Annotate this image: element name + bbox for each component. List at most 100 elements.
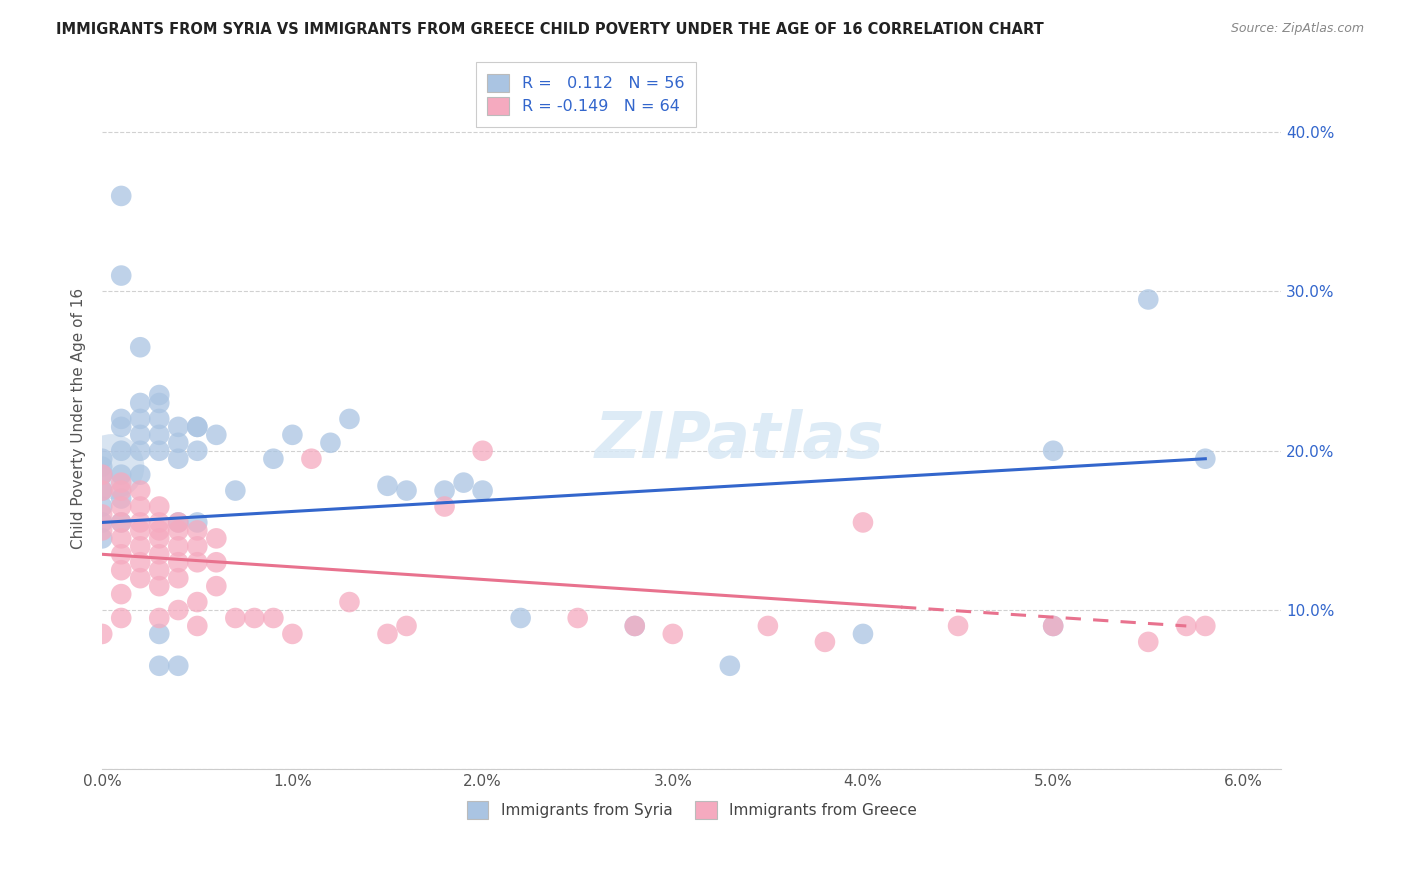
Point [129, 571, 152, 585]
Point [1042, 443, 1064, 458]
Point [852, 627, 875, 641]
Point [224, 483, 246, 498]
Point [377, 479, 399, 493]
Point [186, 524, 208, 538]
Point [91, 451, 114, 466]
Point [395, 619, 418, 633]
Point [946, 619, 969, 633]
Point [167, 420, 190, 434]
Point [167, 516, 190, 530]
Point [91, 627, 114, 641]
Point [567, 611, 589, 625]
Text: IMMIGRANTS FROM SYRIA VS IMMIGRANTS FROM GREECE CHILD POVERTY UNDER THE AGE OF 1: IMMIGRANTS FROM SYRIA VS IMMIGRANTS FROM… [56, 22, 1045, 37]
Point [339, 412, 361, 426]
Y-axis label: Child Poverty Under the Age of 16: Child Poverty Under the Age of 16 [72, 288, 86, 549]
Text: Source: ZipAtlas.com: Source: ZipAtlas.com [1230, 22, 1364, 36]
Point [91, 500, 114, 514]
Point [91, 516, 114, 530]
Point [205, 555, 228, 569]
Point [148, 516, 170, 530]
Point [100, 459, 122, 474]
Point [339, 595, 361, 609]
Point [148, 611, 170, 625]
Point [852, 516, 875, 530]
Point [186, 539, 208, 553]
Point [129, 443, 152, 458]
Point [148, 658, 170, 673]
Point [110, 532, 132, 546]
Point [1194, 451, 1216, 466]
Point [471, 443, 494, 458]
Point [148, 547, 170, 561]
Point [110, 412, 132, 426]
Point [110, 268, 132, 283]
Point [395, 483, 418, 498]
Point [110, 587, 132, 601]
Point [129, 516, 152, 530]
Text: ZIPatlas: ZIPatlas [595, 409, 884, 471]
Point [148, 579, 170, 593]
Point [186, 595, 208, 609]
Point [1194, 619, 1216, 633]
Point [167, 603, 190, 617]
Point [205, 579, 228, 593]
Point [167, 571, 190, 585]
Point [129, 539, 152, 553]
Point [110, 491, 132, 506]
Point [110, 547, 132, 561]
Point [129, 500, 152, 514]
Point [91, 532, 114, 546]
Point [224, 611, 246, 625]
Point [110, 467, 132, 482]
Point [148, 500, 170, 514]
Point [433, 500, 456, 514]
Point [281, 427, 304, 442]
Point [1137, 635, 1160, 649]
Point [186, 420, 208, 434]
Point [129, 412, 152, 426]
Point [167, 539, 190, 553]
Point [129, 396, 152, 410]
Point [471, 483, 494, 498]
Point [110, 189, 132, 203]
Point [148, 388, 170, 402]
Point [148, 532, 170, 546]
Legend: Immigrants from Syria, Immigrants from Greece: Immigrants from Syria, Immigrants from G… [461, 795, 922, 825]
Point [662, 627, 685, 641]
Point [167, 524, 190, 538]
Point [110, 475, 132, 490]
Point [509, 611, 531, 625]
Point [623, 619, 645, 633]
Point [129, 467, 152, 482]
Point [623, 619, 645, 633]
Point [148, 563, 170, 577]
Point [110, 443, 132, 458]
Point [1175, 619, 1198, 633]
Point [148, 627, 170, 641]
Point [91, 459, 114, 474]
Point [186, 443, 208, 458]
Point [186, 555, 208, 569]
Point [433, 483, 456, 498]
Point [1042, 619, 1064, 633]
Point [129, 524, 152, 538]
Point [205, 532, 228, 546]
Point [281, 627, 304, 641]
Point [205, 427, 228, 442]
Point [129, 427, 152, 442]
Point [110, 483, 132, 498]
Point [262, 451, 284, 466]
Point [243, 611, 266, 625]
Point [1137, 293, 1160, 307]
Point [110, 516, 132, 530]
Point [186, 619, 208, 633]
Point [186, 420, 208, 434]
Point [1042, 619, 1064, 633]
Point [91, 524, 114, 538]
Point [148, 396, 170, 410]
Point [148, 412, 170, 426]
Point [110, 611, 132, 625]
Point [91, 467, 114, 482]
Point [110, 500, 132, 514]
Point [129, 340, 152, 354]
